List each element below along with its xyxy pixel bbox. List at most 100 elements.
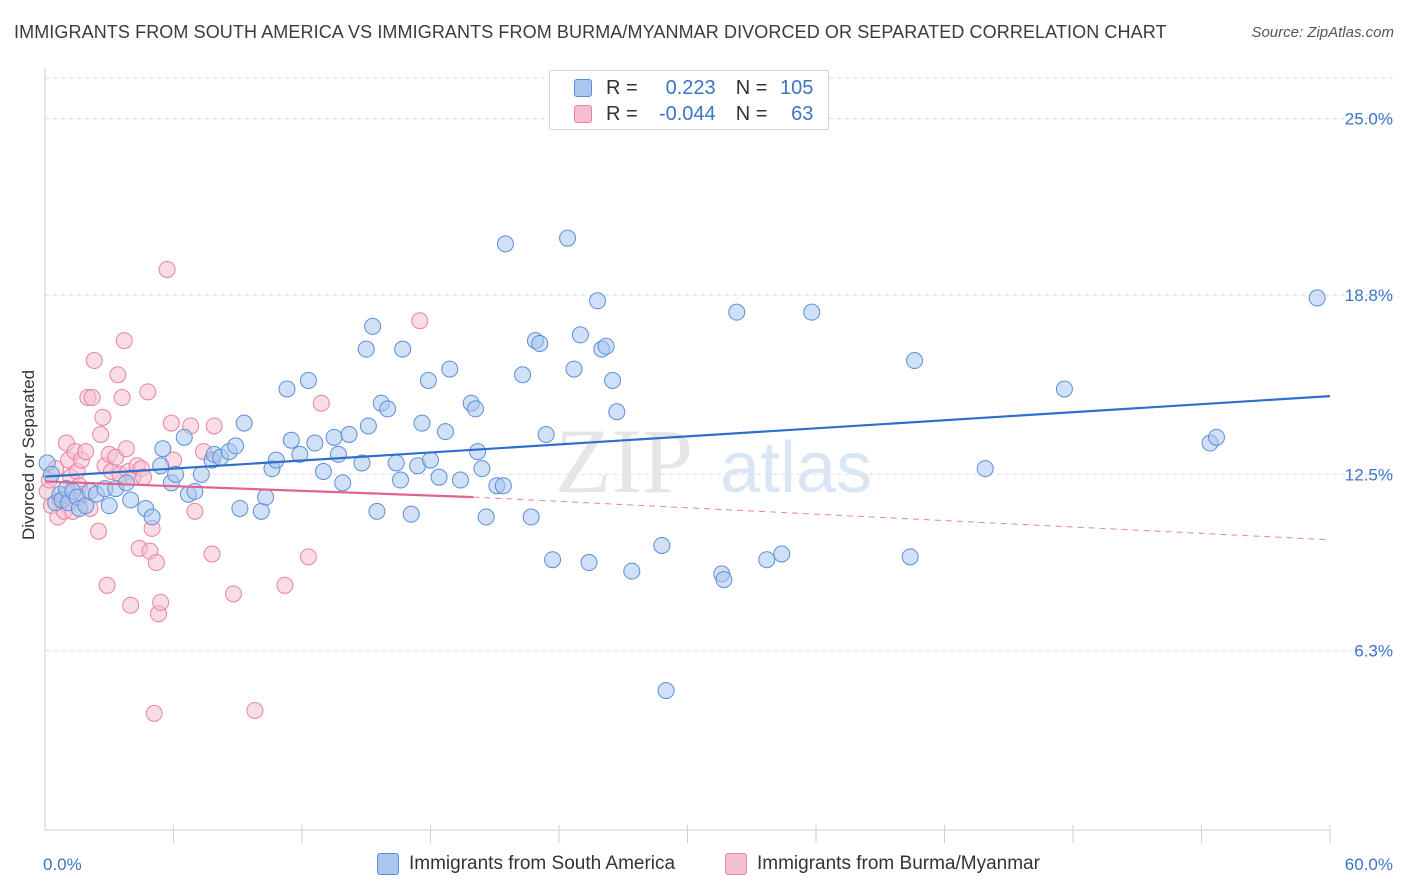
burma-point [224,585,242,603]
south-america-point [291,445,309,463]
x-tick-label-max: 60.0% [1345,855,1393,874]
trend-lines [44,394,1331,541]
south-america-point [653,536,671,554]
bottom-legend-label: Immigrants from South America [409,853,676,874]
south-america-point [571,326,589,344]
tick-labels: 6.3% 12.5% 18.8% 25.0% 0.0% 60.0% [43,110,1393,874]
legend-n-label: N = [735,102,768,125]
south-america-point [419,371,437,389]
south-america-point [657,682,675,700]
burma-point [411,312,429,330]
south-america-point [430,468,448,486]
south-america-point [257,488,275,506]
south-america-point [117,474,135,492]
burma-point [276,576,294,594]
south-america-point [154,440,172,458]
south-america-point [522,508,540,526]
south-america-point [597,337,615,355]
south-america-point [387,454,405,472]
south-america-point [436,423,454,441]
south-america-point [422,451,439,469]
south-america-point [773,545,791,563]
south-america-point [559,229,577,247]
south-america-point [267,451,285,469]
south-america-point [976,460,994,478]
south-america-point [466,400,484,418]
burma-point [109,366,127,384]
south-america-point [715,571,733,589]
legend-r-value: 0.223 [665,76,716,99]
legend-swatch-blue [574,79,592,97]
legend-n-label: N = [735,76,768,99]
watermark: ZIP atlas [555,410,872,512]
bottom-legend-swatch-blue [377,853,399,875]
bottom-legend-swatch-pink [725,853,747,875]
south-america-point [306,434,324,452]
south-america-point [469,443,487,461]
burma-point [122,596,140,614]
south-america-point [589,292,607,310]
south-america-trend-line [44,394,1331,478]
south-america-point [514,366,532,384]
burma-point [98,576,116,594]
burma-point [246,701,264,719]
south-america-point [1207,428,1225,446]
y-tick-label: 18.8% [1345,286,1393,305]
legend-row-south-america: R = 0.223 N = 105 [574,77,813,99]
south-america-point [473,460,491,478]
legend-r-value: -0.044 [658,102,716,125]
legend-row-burma: R = -0.044 N = 63 [574,103,813,125]
south-america-point [451,471,469,489]
burma-point [117,440,135,458]
legend-swatch-pink [574,105,592,123]
south-america-point [565,360,583,378]
burma-point [139,383,157,401]
south-america-point [392,471,410,489]
burma-point [299,548,317,566]
burma-point [113,389,131,407]
south-america-point [494,477,512,495]
south-america-point [252,502,270,520]
bottom-legend-label: Immigrants from Burma/Myanmar [757,853,1040,874]
burma-point [203,545,221,563]
south-america-point [299,371,317,389]
burma-point [152,593,170,611]
burma-point [94,408,112,426]
burma-trend-line [44,480,474,499]
legend-n-value: 105 [780,76,814,99]
burma-point [85,352,103,370]
burma-point [158,260,176,278]
south-america-point [803,303,821,321]
south-america-point [122,491,140,509]
south-america-point [441,360,459,378]
south-america-point [235,414,253,432]
y-tick-label: 25.0% [1345,110,1393,129]
south-america-point [353,454,371,472]
gridlines [45,77,1395,652]
south-america-point [175,428,193,446]
south-america-point [379,400,397,418]
south-america-point [1308,289,1326,307]
south-america-point [623,562,641,580]
south-america-point [282,431,300,449]
south-america-point [608,403,626,421]
south-america-point [325,428,343,446]
watermark-atlas: atlas [720,428,872,508]
burma-point [186,502,204,520]
south-america-point [604,371,622,389]
south-america-point [357,340,375,358]
burma-point [162,414,180,432]
south-america-point [329,445,347,463]
burma-point [147,554,165,572]
south-america-point [227,437,245,455]
burma-point [90,522,108,540]
south-america-point [152,457,170,475]
y-axis-title: Divorced or Separated [19,370,38,540]
chart-title: IMMIGRANTS FROM SOUTH AMERICA VS IMMIGRA… [14,22,1167,42]
y-tick-label: 6.3% [1354,642,1393,661]
south-america-point [231,499,249,517]
south-america-point [496,235,514,253]
burma-points [38,260,429,722]
south-america-point [340,426,358,444]
